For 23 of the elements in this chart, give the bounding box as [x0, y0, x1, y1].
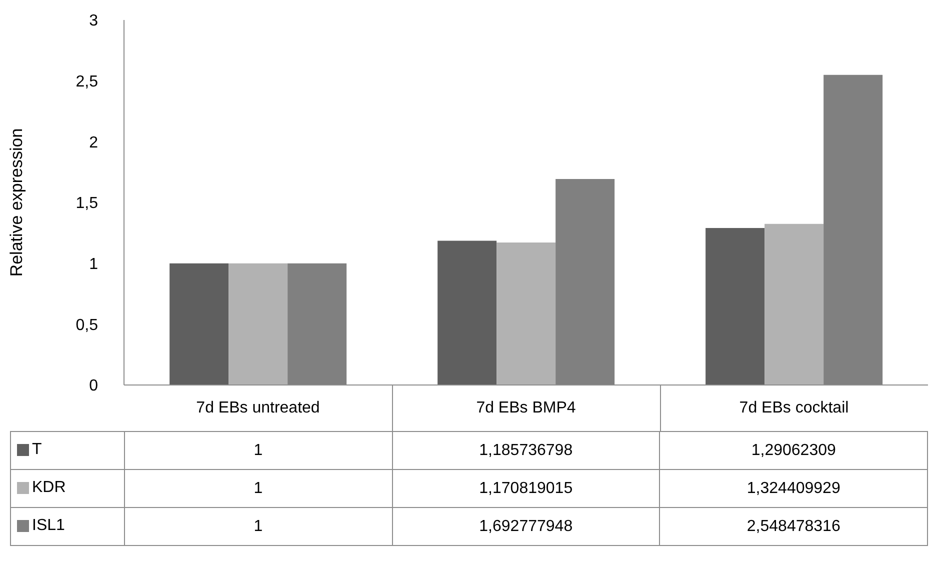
- y-tick-label: 1: [89, 256, 98, 274]
- x-tick-label: 7d EBs cocktail: [739, 399, 849, 416]
- data-label: 1: [124, 508, 392, 546]
- data-label: 1,692777948: [392, 508, 660, 546]
- y-axis-title: Relative expression: [7, 128, 26, 277]
- y-tick-label: 0: [89, 378, 98, 395]
- y-tick-label: 1,5: [76, 195, 98, 212]
- x-tick-label: 7d EBs untreated: [196, 399, 320, 416]
- legend-label: KDR: [32, 478, 66, 496]
- data-label: 1,185736798: [392, 432, 660, 470]
- data-label: 1,324409929: [660, 470, 928, 508]
- legend-label: ISL1: [32, 516, 65, 534]
- y-tick-label: 2: [89, 134, 98, 152]
- x-tick-label: 7d EBs BMP4: [476, 399, 576, 416]
- data-label: 1,170819015: [392, 470, 660, 508]
- y-tick-label: 0,5: [76, 316, 98, 334]
- y-tick-label: 3: [89, 12, 98, 30]
- data-label: 1: [124, 470, 392, 508]
- data-label: 1: [124, 432, 392, 470]
- y-tick-label: 2,5: [76, 74, 98, 91]
- legend-label: T: [32, 440, 42, 458]
- data-label: 2,548478316: [660, 508, 928, 546]
- data-label: 1,29062309: [660, 432, 928, 470]
